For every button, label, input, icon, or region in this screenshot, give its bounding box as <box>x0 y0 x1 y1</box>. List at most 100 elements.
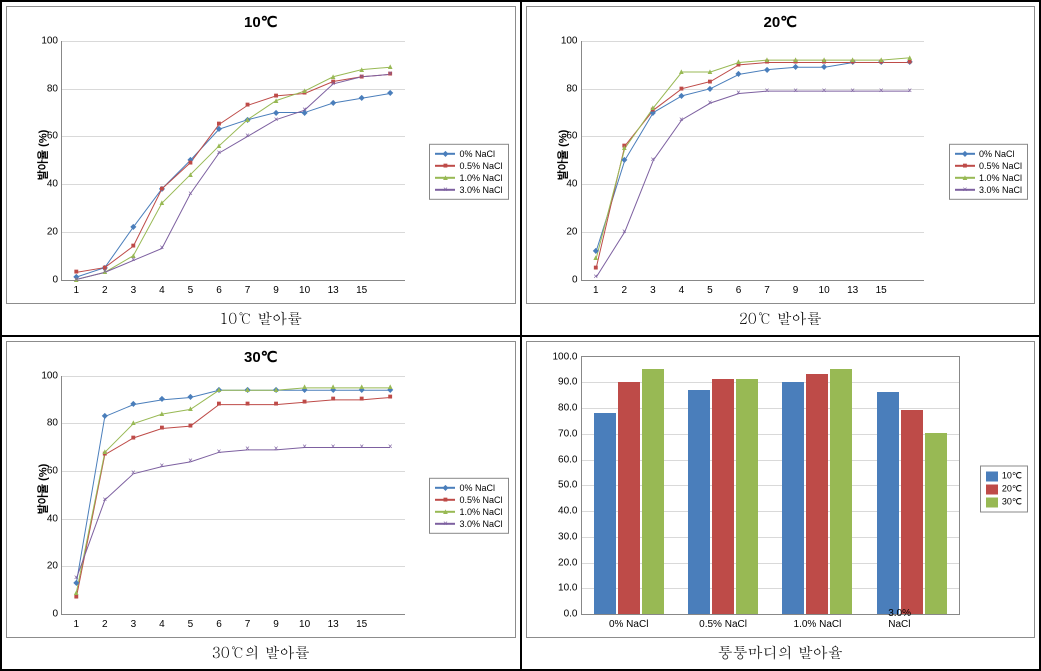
y-tick: 40 <box>32 179 58 190</box>
data-point: × <box>708 99 713 107</box>
legend-item: ■0.5% NaCl <box>955 160 1022 172</box>
data-point: × <box>217 448 222 456</box>
x-tick: 10 <box>819 285 830 296</box>
data-point: ◆ <box>130 223 136 231</box>
data-point: ▲ <box>877 56 885 64</box>
y-tick: 100 <box>32 36 58 47</box>
data-point: × <box>331 80 336 88</box>
bar-group <box>594 369 664 614</box>
chart-10c: 10℃ 발아율 (%) 02040608010012345679101315◆◆… <box>6 6 516 304</box>
data-point: ▲ <box>186 405 194 413</box>
data-point: × <box>217 149 222 157</box>
chart-bar: 0.010.020.030.040.050.060.070.080.090.01… <box>526 341 1036 639</box>
chart-title-20c: 20℃ <box>527 13 1035 31</box>
x-tick: 5 <box>707 285 713 296</box>
data-point: ▲ <box>735 58 743 66</box>
data-point: ■ <box>274 400 279 408</box>
cell-20c: 20℃ 발아율 (%) 02040608010012345679101315◆◆… <box>521 1 1041 336</box>
caption-20c: 20℃ 발아률 <box>526 304 1036 331</box>
data-point: × <box>74 276 79 284</box>
y-tick: 0 <box>32 609 58 620</box>
legend-item: ×3.0% NaCl <box>435 184 502 196</box>
x-tick: 0% NaCl <box>609 619 648 630</box>
bar <box>712 379 734 614</box>
y-tick: 0 <box>552 274 578 285</box>
data-point: × <box>131 256 136 264</box>
x-tick: 9 <box>273 619 279 630</box>
data-point: ▲ <box>849 56 857 64</box>
data-point: ▲ <box>244 386 252 394</box>
data-point: ▲ <box>129 419 137 427</box>
x-tick: 5 <box>188 619 194 630</box>
data-point: ■ <box>331 395 336 403</box>
data-point: ▲ <box>101 448 109 456</box>
data-point: × <box>188 190 193 198</box>
x-tick: 15 <box>876 285 887 296</box>
y-tick: 80 <box>32 83 58 94</box>
data-point: × <box>245 132 250 140</box>
data-point: × <box>822 87 827 95</box>
caption-30c: 30℃의 발아률 <box>6 638 516 665</box>
data-point: ◆ <box>707 85 713 93</box>
legend-item: ×3.0% NaCl <box>955 184 1022 196</box>
x-tick: 3 <box>650 285 656 296</box>
data-point: ▲ <box>301 87 309 95</box>
data-point: × <box>622 228 627 236</box>
bar <box>925 433 947 614</box>
data-point: × <box>679 116 684 124</box>
data-point: ▲ <box>186 171 194 179</box>
x-tick: 2 <box>622 285 628 296</box>
data-point: ▲ <box>244 116 252 124</box>
plot-30c: 02040608010012345679101315◆◆◆◆◆◆◆◆◆◆◆◆■■… <box>61 376 405 616</box>
data-point: × <box>74 574 79 582</box>
y-tick: 100.0 <box>552 351 578 362</box>
data-point: ◆ <box>187 393 193 401</box>
data-point: ■ <box>188 159 193 167</box>
y-tick: 80 <box>32 418 58 429</box>
data-point: ■ <box>593 264 598 272</box>
data-point: ■ <box>159 185 164 193</box>
plot-bar: 0.010.020.030.040.050.060.070.080.090.01… <box>581 356 961 616</box>
bar <box>877 392 899 614</box>
x-tick: 1.0% NaCl <box>794 619 842 630</box>
y-tick: 60 <box>552 131 578 142</box>
data-point: ▲ <box>386 383 394 391</box>
data-point: ◆ <box>130 400 136 408</box>
data-point: ◆ <box>735 70 741 78</box>
chart-20c: 20℃ 발아율 (%) 02040608010012345679101315◆◆… <box>526 6 1036 304</box>
y-tick: 60 <box>32 131 58 142</box>
y-tick: 80.0 <box>552 403 578 414</box>
cell-10c: 10℃ 발아율 (%) 02040608010012345679101315◆◆… <box>1 1 521 336</box>
x-tick: 3 <box>131 285 137 296</box>
y-tick: 20 <box>32 226 58 237</box>
y-tick: 40 <box>552 179 578 190</box>
x-tick: 10 <box>299 285 310 296</box>
cell-30c: 30℃ 발아율 (%) 02040608010012345679101315◆◆… <box>1 336 521 671</box>
x-tick: 2 <box>102 619 108 630</box>
chart-title-10c: 10℃ <box>7 13 515 31</box>
y-tick: 60 <box>32 465 58 476</box>
bar <box>806 374 828 614</box>
y-tick: 20 <box>32 561 58 572</box>
legend-item: 20℃ <box>986 483 1022 496</box>
x-tick: 4 <box>679 285 685 296</box>
data-point: × <box>302 443 307 451</box>
x-tick: 1 <box>73 619 79 630</box>
x-tick: 6 <box>216 619 222 630</box>
x-tick: 6 <box>736 285 742 296</box>
x-tick: 13 <box>328 619 339 630</box>
data-point: × <box>160 462 165 470</box>
legend-20c: ◆0% NaCl■0.5% NaCl▲1.0% NaCl×3.0% NaCl <box>949 144 1028 200</box>
legend-item: 30℃ <box>986 496 1022 509</box>
y-tick: 0.0 <box>552 609 578 620</box>
data-point: ▲ <box>272 386 280 394</box>
data-point: × <box>359 443 364 451</box>
legend-bar: 10℃20℃30℃ <box>980 466 1028 513</box>
data-point: × <box>879 87 884 95</box>
data-point: ▲ <box>72 589 80 597</box>
x-tick: 9 <box>793 285 799 296</box>
bar <box>594 413 616 614</box>
x-tick: 15 <box>356 285 367 296</box>
data-point: × <box>388 70 393 78</box>
legend-item: 10℃ <box>986 470 1022 483</box>
